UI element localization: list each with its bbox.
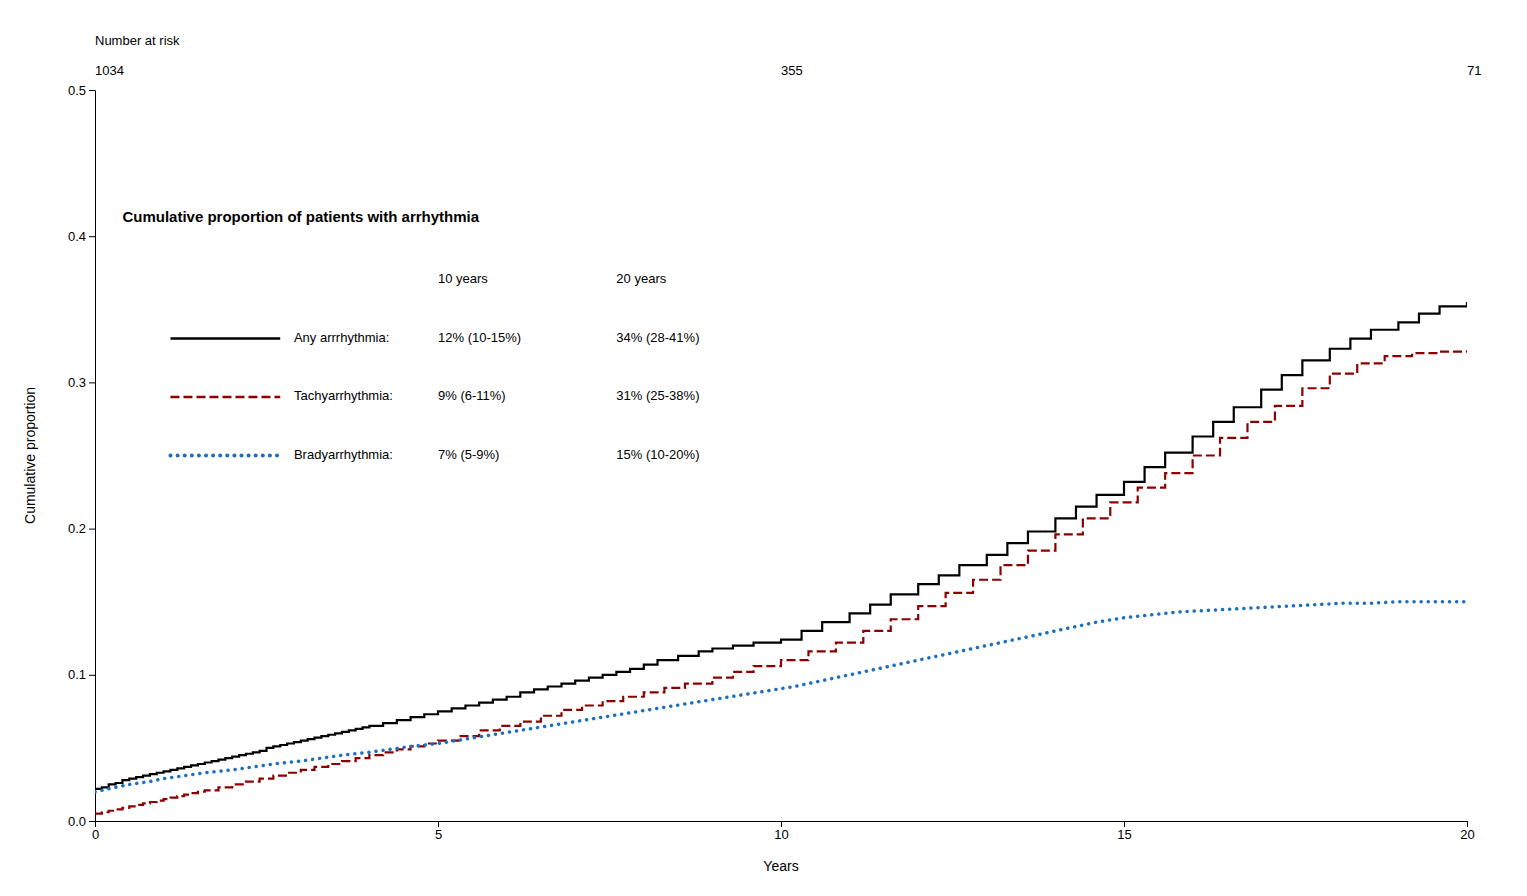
y-tick: 0.5 <box>68 83 95 98</box>
x-tick-label: 15 <box>1117 827 1131 842</box>
table-cell: 12% (10-15%) <box>438 330 521 345</box>
table-cell: 15% (10-20%) <box>616 447 699 462</box>
x-tick: 0 <box>92 821 99 842</box>
series-line <box>95 302 1467 789</box>
x-axis-title: Years <box>763 858 798 874</box>
table-cell: 9% (6-11%) <box>438 388 506 403</box>
x-tick-mark <box>781 821 782 827</box>
legend-swatch <box>170 396 280 399</box>
y-tick: 0.3 <box>68 375 95 390</box>
y-tick-label: 0.0 <box>68 814 86 829</box>
y-tick-mark <box>89 821 95 822</box>
x-tick-label: 10 <box>774 827 788 842</box>
number-at-risk-label: Number at risk <box>95 33 180 48</box>
number-at-risk-value: 355 <box>781 63 803 78</box>
x-tick-label: 0 <box>92 827 99 842</box>
legend-table: Cumulative proportion of patients with a… <box>122 208 699 462</box>
series-line <box>95 350 1467 813</box>
x-tick-label: 20 <box>1460 827 1474 842</box>
legend-swatch <box>170 337 280 340</box>
y-axis-line <box>89 91 96 822</box>
number-at-risk: Number at risk 1034 355 71 <box>95 33 1481 78</box>
number-at-risk-value: 1034 <box>95 63 124 78</box>
legend-swatch <box>170 454 280 458</box>
y-tick-label: 0.2 <box>68 521 86 536</box>
y-tick-label: 0.5 <box>68 83 86 98</box>
y-tick-label: 0.3 <box>68 375 86 390</box>
x-tick: 15 <box>1117 821 1131 842</box>
table-cell: 34% (28-41%) <box>616 330 699 345</box>
x-tick: 5 <box>435 821 442 842</box>
table-cell: 7% (5-9%) <box>438 447 499 462</box>
y-tick: 0.2 <box>68 521 95 536</box>
legend-label: Tachyarrhythmia: <box>294 388 393 403</box>
x-axis: 0 5 10 15 20 <box>92 821 1475 842</box>
legend-label: Bradyarrhythmia: <box>294 447 393 462</box>
series-line <box>95 602 1467 792</box>
plot: 0 5 10 15 20 0.0 0.1 0.2 0.3 0.4 0.5 Years Cumulativ… <box>22 33 1481 874</box>
number-at-risk-value: 71 <box>1467 63 1481 78</box>
y-tick: 0.1 <box>68 667 95 682</box>
y-tick-mark <box>89 90 95 91</box>
table-cell: 31% (25-38%) <box>616 388 699 403</box>
x-tick-mark <box>1467 821 1468 827</box>
y-tick-mark <box>89 529 95 530</box>
y-tick-label: 0.1 <box>68 667 86 682</box>
y-tick: 0.4 <box>68 229 95 244</box>
chart: 0 5 10 15 20 0.0 0.1 0.2 0.3 0.4 0.5 Years Cumulativ… <box>0 0 1527 896</box>
y-tick-mark <box>89 382 95 383</box>
y-axis-title: Cumulative proportion <box>22 387 38 524</box>
x-axis-line <box>96 822 1468 828</box>
series-lines <box>95 302 1467 814</box>
title: Cumulative proportion of patients with a… <box>122 208 479 225</box>
x-tick-label: 5 <box>435 827 442 842</box>
y-axis: 0.0 0.1 0.2 0.3 0.4 0.5 <box>68 83 96 829</box>
y-tick: 0.0 <box>68 814 95 829</box>
y-tick-mark <box>89 236 95 237</box>
y-tick-label: 0.4 <box>68 229 86 244</box>
x-tick: 20 <box>1460 821 1474 842</box>
column-header: 20 years <box>616 271 666 286</box>
y-tick-mark <box>89 675 95 676</box>
x-tick: 10 <box>774 821 788 842</box>
legend-label: Any arrrhythmia: <box>294 330 389 345</box>
x-tick-mark <box>438 821 439 827</box>
x-tick-mark <box>1124 821 1125 827</box>
column-header: 10 years <box>438 271 488 286</box>
